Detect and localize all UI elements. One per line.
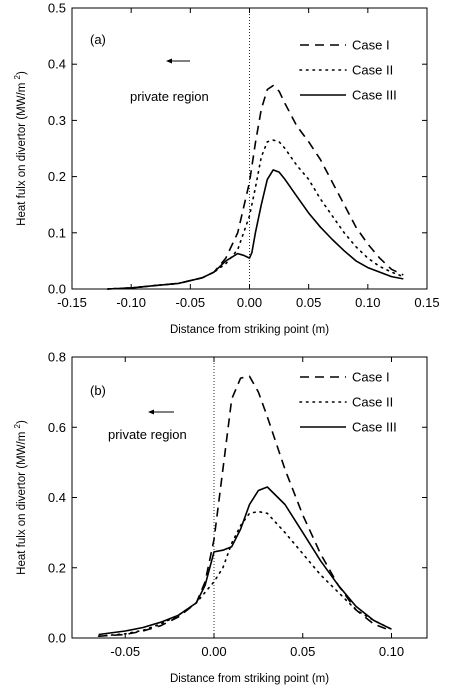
y-tick-label: 0.0 bbox=[48, 631, 66, 646]
y-axis-label-main: Heat fulx on divertor (MW/m bbox=[16, 79, 28, 225]
y-tick-label: 0.8 bbox=[48, 350, 66, 365]
panel-label: (a) bbox=[90, 32, 106, 47]
x-tick-label: -0.10 bbox=[116, 295, 146, 310]
arrow-head-icon bbox=[166, 58, 172, 64]
series-line-case-2 bbox=[97, 510, 393, 637]
y-axis-label: Heat fulx on divertor (MW/m 2) bbox=[13, 420, 28, 575]
legend-label: Case III bbox=[352, 420, 397, 435]
x-tick-label: 0.00 bbox=[201, 644, 226, 659]
x-axis-label: Distance from striking point (m) bbox=[170, 673, 329, 685]
series-line-case-3 bbox=[98, 486, 392, 636]
y-tick-label: 0.5 bbox=[48, 1, 66, 16]
series-line-case-3 bbox=[107, 169, 404, 290]
x-tick-label: 0.10 bbox=[379, 644, 404, 659]
x-tick-label: 0.05 bbox=[290, 644, 315, 659]
y-tick-label: 0.1 bbox=[48, 225, 66, 240]
y-tick-label: 0.2 bbox=[48, 169, 66, 184]
y-tick-label: 0.0 bbox=[48, 282, 66, 297]
y-tick-label: 0.2 bbox=[48, 560, 66, 575]
x-tick-label: -0.05 bbox=[110, 644, 140, 659]
x-tick-label: -0.15 bbox=[57, 295, 87, 310]
x-tick-label: 0.15 bbox=[414, 295, 439, 310]
y-tick-label: 0.6 bbox=[48, 420, 66, 435]
x-tick-label: 0.05 bbox=[296, 295, 321, 310]
series-line-case-1 bbox=[107, 84, 404, 290]
arrow-head-icon bbox=[148, 409, 154, 415]
legend-label: Case II bbox=[352, 63, 393, 78]
y-tick-label: 0.3 bbox=[48, 113, 66, 128]
private-region-label: private region bbox=[130, 89, 209, 104]
y-axis-label-close: ) bbox=[16, 71, 28, 75]
x-tick-label: 0.00 bbox=[237, 295, 262, 310]
x-tick-label: 0.10 bbox=[355, 295, 380, 310]
panel-b: -0.05 0.00 0.05 0.10 0.0 0.2 0.4 0.6 0.8 Case I Ca… bbox=[13, 350, 428, 685]
panel-label: (b) bbox=[90, 383, 106, 398]
y-axis-label-sup: 2 bbox=[13, 423, 22, 428]
y-tick-label: 0.4 bbox=[48, 490, 66, 505]
series-line-case-1 bbox=[98, 375, 392, 637]
series-line-case-2 bbox=[106, 139, 405, 290]
y-axis-label-close: ) bbox=[16, 420, 28, 424]
y-axis-label: Heat fulx on divertor (MW/m 2) bbox=[13, 71, 28, 226]
x-tick-label: -0.05 bbox=[176, 295, 206, 310]
legend-label: Case I bbox=[352, 370, 390, 385]
y-axis-label-sup: 2 bbox=[13, 74, 22, 79]
y-tick-label: 0.4 bbox=[48, 57, 66, 72]
panel-a: -0.15 -0.10 -0.05 0.00 0.05 0.10 0.15 0.0 0.1 0.2… bbox=[13, 1, 440, 337]
legend-label: Case II bbox=[352, 395, 393, 410]
private-region-label: private region bbox=[108, 427, 187, 442]
y-axis-label-main: Heat fulx on divertor (MW/m bbox=[16, 428, 28, 574]
legend-label: Case III bbox=[352, 88, 397, 103]
x-axis-label: Distance from striking point (m) bbox=[170, 324, 329, 336]
legend-label: Case I bbox=[352, 38, 390, 53]
